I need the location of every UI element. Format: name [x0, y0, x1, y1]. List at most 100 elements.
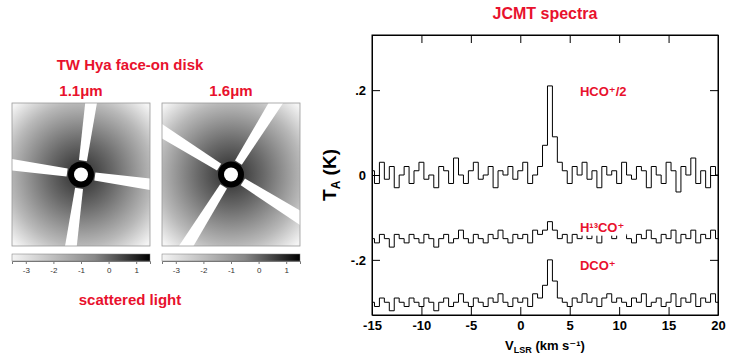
colorbar-tick-label: -3 — [23, 266, 31, 275]
y-axis-tick-mark — [372, 90, 380, 91]
y-axis-tick: -.2 — [351, 253, 380, 268]
colorbar — [162, 254, 300, 261]
x-axis-top-tick-mark — [669, 35, 670, 43]
colorbar-tick-label: 1 — [134, 266, 139, 275]
x-axis-tick: -10 — [413, 307, 432, 333]
x-axis-top-tick — [471, 35, 472, 43]
series-label: H¹³CO⁺ — [580, 220, 624, 235]
y-axis-tick-label: -.2 — [351, 253, 366, 268]
colorbar-tick-mark — [286, 261, 287, 264]
x-axis-tick-label: 15 — [662, 318, 676, 333]
x-axis-top-tick — [570, 35, 571, 43]
colorbar-tick-mark — [259, 261, 260, 264]
x-axis-top-tick-mark — [619, 35, 620, 43]
coronagraph — [68, 162, 94, 188]
colorbar-tick: -2 — [50, 261, 58, 275]
x-axis-tick-mark — [421, 307, 422, 315]
colorbar-axis-line — [13, 262, 151, 265]
y-axis-right — [710, 36, 719, 316]
panel-caption: scattered light — [79, 291, 182, 308]
label-patch — [578, 257, 618, 274]
colorbar-tick-label: 0 — [107, 266, 112, 275]
x-axis-tick-label: -10 — [413, 318, 432, 333]
diffraction-spike — [59, 188, 83, 246]
colorbar-tick-mark — [53, 261, 54, 264]
x-axis-tick-label: 0 — [517, 318, 524, 333]
diffraction-spike — [79, 103, 103, 161]
series-label: HCO⁺/2 — [580, 84, 627, 99]
colorbar-axis-line — [163, 262, 301, 265]
coronagraph-core — [224, 168, 238, 182]
diffraction-spike — [162, 110, 221, 170]
colorbar-tick: -1 — [78, 261, 86, 275]
colorbar-tick-label: -2 — [50, 266, 58, 275]
label-patch — [578, 219, 626, 236]
colorbar-tick-mark — [136, 261, 137, 264]
image-label: 1.6μm — [209, 82, 252, 99]
x-axis-top-tick-mark — [421, 35, 422, 43]
x-axis-top-tick — [421, 35, 422, 43]
x-axis-tick-mark — [570, 307, 571, 315]
colorbar-tick-label: -3 — [173, 266, 181, 275]
disk — [12, 103, 150, 246]
y-axis-tick-label: .2 — [355, 83, 366, 98]
coronagraph — [218, 162, 244, 188]
x-axis-tick-label: 10 — [612, 318, 626, 333]
y-axis-tick: .2 — [355, 83, 380, 98]
x-axis-tick: 15 — [662, 307, 676, 333]
colorbar-tick-mark — [26, 261, 27, 264]
colorbar-tick-label: -1 — [228, 266, 236, 275]
x-axis-tick: 0 — [517, 307, 524, 333]
x-axis-top-tick — [520, 35, 521, 43]
x-axis-tick-mark — [619, 307, 620, 315]
colorbar-tick: 1 — [284, 261, 289, 275]
x-axis-top-tick-mark — [520, 35, 521, 43]
colorbar-tick-label: -2 — [200, 266, 208, 275]
y-axis-right-tick — [710, 90, 718, 91]
spectrum-line — [372, 222, 718, 247]
colorbar-tick: -3 — [23, 261, 31, 275]
x-axis-tick-label: 20 — [711, 318, 725, 333]
figure: TW Hya face-on diskscattered light1.1μm-… — [0, 0, 740, 358]
y-axis-tick-mark — [372, 260, 380, 261]
y-axis-tick-label: 0 — [359, 168, 366, 183]
x-axis-tick-mark — [669, 307, 670, 315]
colorbar-tick: 0 — [257, 261, 262, 275]
colorbar-tick: 0 — [107, 261, 112, 275]
colorbar — [12, 254, 150, 261]
colorbar-tick-label: 1 — [284, 266, 289, 275]
colorbar-tick: 1 — [134, 261, 139, 275]
colorbar-tick-mark — [81, 261, 82, 264]
x-axis-tick: 5 — [567, 307, 574, 333]
image-label: 1.1μm — [59, 82, 102, 99]
x-axis-top-tick-mark — [570, 35, 571, 43]
colorbar-axis: -3 -2 -1 0 1 — [163, 261, 301, 275]
image-frame — [12, 103, 150, 246]
colorbar-tick-label: 0 — [257, 266, 262, 275]
y-axis-right-tick — [710, 260, 718, 261]
x-axis-tick-label: -15 — [363, 318, 382, 333]
x-axis-title: VLSR (km s⁻¹) — [505, 338, 585, 355]
disk — [162, 103, 300, 246]
label-patch — [578, 83, 629, 100]
spectrum-line — [372, 86, 718, 192]
plot-marks — [372, 86, 718, 311]
colorbar-axis: -3 -2 -1 0 1 — [13, 261, 151, 275]
chart-title: JCMT spectra — [493, 5, 598, 22]
y-axis-right-tick — [710, 175, 718, 176]
x-axis-top-line — [373, 35, 719, 36]
x-axis-top-tick — [669, 35, 670, 43]
x-axis-top-tick-mark — [471, 35, 472, 43]
colorbar-tick-label: -1 — [78, 266, 86, 275]
image — [162, 103, 300, 246]
x-axis-tick-mark — [471, 307, 472, 315]
image-panel: 1.6μm -3 -2 -1 0 1 — [134, 78, 328, 275]
series-label: DCO⁺ — [580, 258, 616, 273]
x-axis-line — [373, 315, 719, 316]
colorbar-tick: -2 — [200, 261, 208, 275]
colorbar-tick: -1 — [228, 261, 236, 275]
colorbar-tick-mark — [109, 261, 110, 264]
colorbar-tick-mark — [176, 261, 177, 264]
image-frame — [162, 103, 300, 246]
diffraction-spike — [12, 152, 68, 176]
